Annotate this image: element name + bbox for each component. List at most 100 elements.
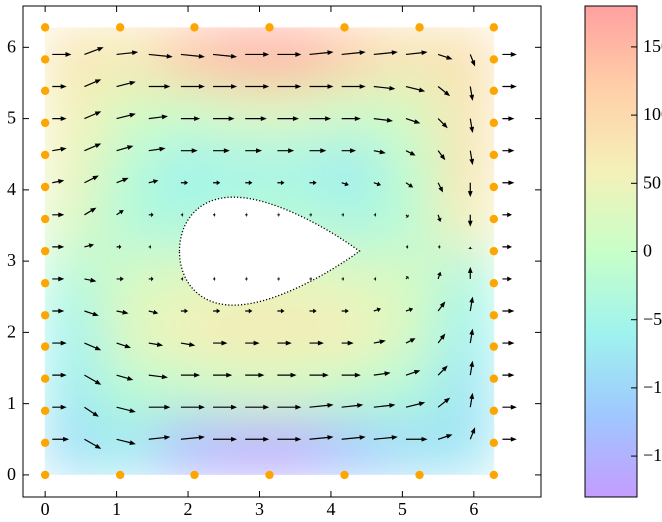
arrow (84, 243, 95, 248)
arrow (148, 435, 171, 440)
colorbar-tick-label: −100 (643, 377, 662, 397)
arrow (52, 436, 70, 442)
arrow (341, 212, 345, 218)
colorbar-tick-label: 150 (643, 36, 662, 56)
arrow (180, 180, 189, 186)
arrow (148, 179, 159, 184)
arrow (116, 145, 134, 152)
x-tick-label: 2 (184, 499, 193, 519)
boundary-point (40, 86, 50, 96)
field-cell (44, 362, 102, 420)
x-tick-label: 0 (41, 499, 50, 519)
arrow (469, 360, 475, 376)
arrow (373, 371, 391, 376)
arrow (277, 276, 280, 282)
boundary-point (115, 470, 125, 480)
field-cell (381, 362, 439, 420)
arrow (373, 181, 382, 187)
arrow (405, 401, 426, 408)
boundary-point (489, 342, 499, 351)
arrow (148, 53, 173, 59)
arrow (52, 84, 67, 89)
arrow (245, 212, 248, 218)
arrow (52, 146, 67, 152)
arrow (84, 79, 102, 88)
arrow (277, 52, 302, 57)
field-cell (325, 82, 383, 140)
arrow (213, 180, 221, 186)
arrow (405, 50, 428, 56)
airfoil-shape (178, 196, 361, 306)
field-cell (268, 306, 327, 364)
arrow (213, 212, 216, 218)
boundary-point (489, 246, 499, 256)
arrow (502, 372, 515, 378)
arrow (84, 47, 104, 56)
arrow (502, 340, 515, 346)
arrow (180, 53, 205, 59)
arrow (52, 276, 65, 282)
arrow (502, 404, 517, 410)
arrow (245, 84, 270, 89)
arrow (180, 148, 198, 154)
arrow (373, 276, 377, 282)
arrow (309, 116, 332, 121)
arrow (405, 182, 414, 188)
arrow (148, 374, 168, 380)
arrow (213, 372, 233, 378)
boundary-point (40, 182, 50, 192)
field-cell (325, 418, 383, 475)
arrow (437, 150, 446, 161)
arrow (502, 212, 513, 218)
field-cell (212, 138, 271, 196)
arrow (309, 340, 324, 346)
arrow (116, 177, 129, 184)
field-cell (325, 306, 383, 364)
arrow (309, 372, 329, 378)
boundary-point (40, 55, 50, 64)
colorbar-tick-label: 0 (643, 241, 652, 261)
field-cell (100, 250, 159, 308)
arrow (180, 84, 205, 89)
x-tick-label: 6 (469, 499, 478, 519)
boundary-point (115, 23, 125, 32)
arrow (469, 118, 475, 133)
colorbar-tick-label: 100 (643, 104, 662, 124)
arrow (502, 276, 513, 282)
arrow (277, 84, 302, 89)
arrow (52, 212, 65, 218)
arrow (309, 308, 317, 314)
field-cell (156, 306, 214, 364)
boundary-point (489, 438, 499, 448)
y-tick-label: 6 (7, 36, 16, 56)
boundary-point (190, 470, 199, 480)
arrow (469, 328, 475, 344)
arrow (502, 52, 517, 57)
arrow (277, 148, 295, 154)
arrow (373, 50, 398, 56)
field-cell (156, 138, 214, 196)
field-cell (268, 362, 327, 420)
arrow (245, 116, 267, 121)
arrow (437, 118, 448, 129)
arrow (277, 436, 302, 442)
field-cell (100, 27, 159, 84)
arrow (213, 116, 235, 121)
arrow (212, 53, 238, 59)
arrow (309, 403, 334, 408)
boundary-point (190, 23, 199, 32)
arrow (502, 116, 515, 121)
arrow (437, 86, 451, 97)
arrow (502, 148, 515, 154)
field-cell (381, 195, 439, 252)
arrow (277, 404, 302, 410)
arrow (52, 340, 67, 346)
arrow (245, 372, 265, 378)
boundary-point (40, 246, 50, 256)
arrow (180, 116, 201, 121)
x-tick-label: 4 (326, 499, 335, 519)
boundary-point (489, 182, 499, 192)
arrow (180, 435, 205, 440)
arrow (373, 339, 386, 345)
boundary-point (40, 311, 50, 320)
